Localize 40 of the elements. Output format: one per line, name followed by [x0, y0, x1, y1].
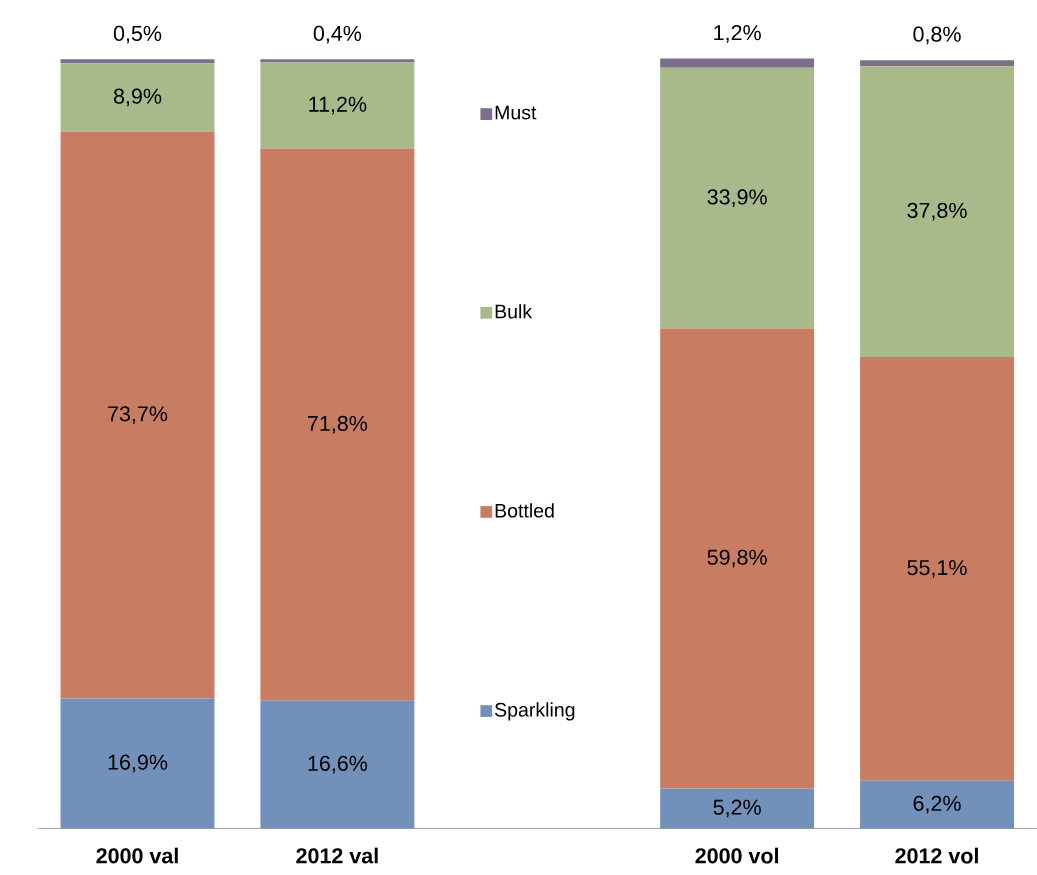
data-label: 0,4%	[313, 25, 362, 44]
bar	[260, 62, 415, 149]
x-tick-label: 2012 vol	[895, 847, 978, 864]
bar	[260, 148, 415, 701]
data-label: 33,9%	[707, 189, 767, 207]
bar	[60, 59, 215, 64]
bar	[860, 780, 1014, 829]
x-tick-label: 2000 vol	[695, 847, 779, 864]
bar	[660, 67, 815, 329]
data-label: 37,8%	[907, 202, 967, 221]
data-label: 55,1%	[907, 559, 967, 578]
bar	[860, 59, 1014, 67]
bar	[60, 131, 215, 699]
bar	[660, 328, 815, 789]
x-tick-label: 2000 val	[96, 847, 178, 864]
bar	[860, 356, 1014, 781]
data-label: 0,5%	[113, 25, 162, 44]
data-label: 73,7%	[108, 406, 168, 424]
data-label: 0,8%	[913, 26, 961, 45]
x-tick-label: 2012 val	[296, 847, 378, 864]
legend-label: Bottled	[495, 503, 554, 518]
bar	[60, 698, 215, 829]
bar	[260, 59, 415, 63]
data-label: 71,8%	[308, 415, 368, 434]
data-label: 16,6%	[308, 755, 368, 774]
legend-label: Sparkling	[495, 702, 575, 721]
data-label: 1,2%	[714, 24, 761, 43]
data-label: 11,2%	[309, 96, 367, 115]
data-label: 6,2%	[913, 795, 961, 814]
data-label: 8,9%	[113, 88, 162, 107]
bar	[860, 66, 1014, 357]
bar	[60, 63, 215, 132]
legend-label: Bulk	[495, 303, 533, 319]
bar	[660, 58, 815, 68]
bar	[660, 788, 815, 829]
data-label: 5,2%	[713, 799, 761, 818]
bar	[260, 700, 415, 829]
data-label: 16,9%	[108, 754, 168, 773]
data-label: 59,8%	[707, 549, 767, 568]
legend-label: Must	[495, 105, 537, 120]
